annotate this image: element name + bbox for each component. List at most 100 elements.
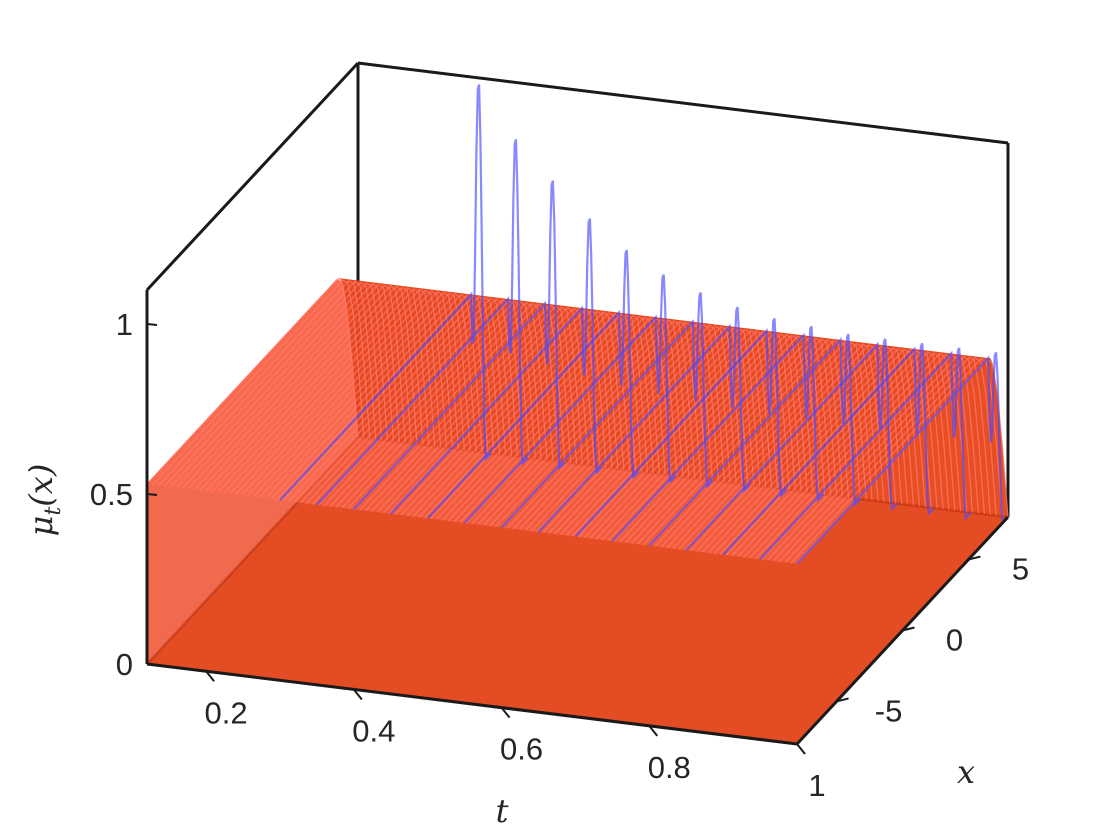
surface-mesh-line <box>282 295 495 501</box>
surface-mesh-line <box>767 355 980 561</box>
curve-line <box>500 292 714 529</box>
tick-z <box>146 493 158 496</box>
curve-line <box>463 274 677 524</box>
surface-mesh-line <box>205 286 418 492</box>
box-edge <box>145 61 360 292</box>
surface-mesh-line <box>146 278 359 485</box>
surface-mesh-line <box>182 283 395 489</box>
tick-label-z: 0.5 <box>90 477 133 512</box>
ylabel-x: x <box>957 753 975 791</box>
surface-falloff <box>338 277 1008 517</box>
surface-mesh-line <box>566 330 779 536</box>
tick-label-t: 0.4 <box>352 713 395 748</box>
surface-mesh-line <box>312 299 525 505</box>
surface-mesh-line <box>778 356 991 563</box>
curve-line <box>352 180 566 511</box>
surface-mesh-line <box>258 292 471 499</box>
surface-mesh-line <box>329 301 542 507</box>
surface-mesh-line <box>613 336 826 542</box>
surface-mesh-line <box>625 337 838 544</box>
surface-mesh-line <box>572 331 785 537</box>
curve-line <box>796 351 1009 565</box>
surface-mesh-line <box>152 279 365 485</box>
surface-mesh-line <box>288 296 501 502</box>
tick-label-x: 0 <box>946 623 963 658</box>
surface-mesh-line <box>176 282 389 488</box>
surface-mesh-line <box>430 313 643 520</box>
surface-mesh-line <box>607 335 820 541</box>
curve-line <box>611 325 825 542</box>
tick-x <box>902 626 915 632</box>
surface-mesh-line <box>412 311 625 517</box>
surface-mesh-line <box>229 288 442 495</box>
surface-mesh-line <box>394 309 607 515</box>
box-edge <box>357 61 1009 145</box>
surface-mesh-line <box>719 349 932 555</box>
surface-mesh-line <box>235 289 448 496</box>
surface-mesh-line <box>749 352 962 559</box>
tick-x <box>836 697 849 703</box>
axes-front: 0.2 0.4 0.6 0.8 1 -5 0 5 0 0.5 1 <box>90 290 1029 803</box>
zlabel-mu: μt(x) <box>22 464 66 537</box>
surface-mesh-line <box>241 290 454 496</box>
surface-mesh-line <box>294 296 507 503</box>
surface-mesh-line <box>371 306 584 512</box>
surface-mesh-line <box>270 294 483 500</box>
surface-mesh-line <box>317 299 530 506</box>
surface-mesh-line <box>507 323 720 529</box>
surface-mesh-line <box>388 308 601 515</box>
surface-mesh-line <box>359 304 572 511</box>
curve-line <box>537 306 751 533</box>
surface-mesh-line <box>725 350 938 556</box>
surface-mesh-line <box>252 291 465 498</box>
axis-text: t x μt(x) <box>22 464 975 830</box>
tick-label-t: 0.8 <box>648 750 691 785</box>
surface-mesh-line <box>158 280 371 486</box>
curves <box>279 84 1009 565</box>
surface-mesh-line <box>341 302 554 509</box>
surface-mesh-line <box>536 326 749 533</box>
tick-x <box>968 555 981 561</box>
surface-mesh-line <box>530 326 743 532</box>
surface-mesh-line <box>731 350 944 557</box>
surface-mesh-line <box>193 284 406 491</box>
surface-mesh-line <box>654 341 867 547</box>
surface-mesh-line <box>542 327 755 533</box>
surface-mesh-line <box>247 291 460 497</box>
tick-t <box>353 688 363 701</box>
surface-mesh-line <box>347 303 560 509</box>
surface-mesh-line <box>660 342 873 548</box>
surface-mesh-line <box>583 332 796 539</box>
axis-line <box>146 662 798 746</box>
xlabel-t: t <box>496 792 509 830</box>
surface-mesh-line <box>601 334 814 541</box>
surface-mesh-line <box>365 305 578 512</box>
zlabel-sub: t <box>41 507 66 516</box>
curve-line <box>426 249 640 520</box>
surface-mesh-line <box>713 348 926 555</box>
surface-mesh-line <box>300 297 513 504</box>
surface-mesh-line <box>170 281 383 488</box>
tick-label-x: -5 <box>875 693 903 728</box>
surface-mesh-line <box>755 353 968 560</box>
tick-t <box>500 707 511 719</box>
surface-mesh-line <box>631 338 844 544</box>
tick-label-t: 0.2 <box>205 695 248 730</box>
curve-line <box>685 338 899 551</box>
curve-line <box>759 347 972 561</box>
surface-mesh-line <box>164 280 377 487</box>
surface-mesh-line <box>495 321 708 528</box>
zlabel-rest: (x) <box>22 464 60 507</box>
surface-mesh-line <box>666 342 879 549</box>
surface-mesh-line <box>223 288 436 494</box>
surface-mesh-line <box>418 312 631 518</box>
surface-mesh-line <box>548 328 761 534</box>
tick-label-z: 1 <box>116 307 133 342</box>
surface-mesh-line <box>471 318 684 525</box>
surface-mesh-line <box>512 323 725 530</box>
surface-mesh-line <box>696 346 909 552</box>
surface-mesh-line <box>684 344 897 551</box>
surface-mesh-line <box>199 285 412 491</box>
